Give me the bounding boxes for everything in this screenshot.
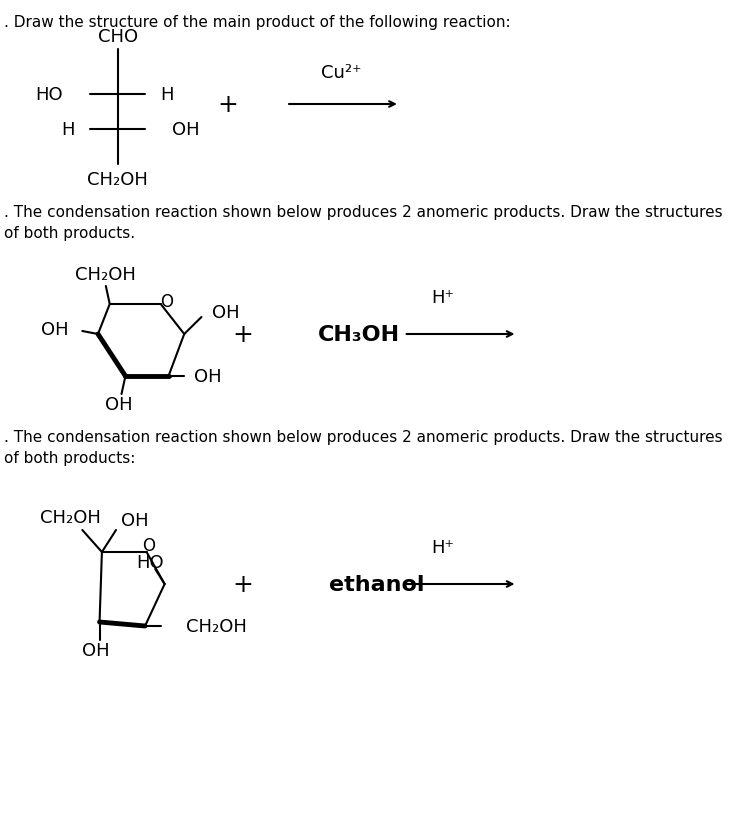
Text: OH: OH <box>211 304 239 322</box>
Text: O: O <box>142 536 155 554</box>
Text: HO: HO <box>137 554 164 572</box>
Text: +: + <box>233 572 254 596</box>
Text: H: H <box>61 121 74 139</box>
Text: OH: OH <box>82 641 109 659</box>
Text: H⁺: H⁺ <box>432 288 454 306</box>
Text: Cu²⁺: Cu²⁺ <box>321 64 362 82</box>
Text: H: H <box>160 86 174 104</box>
Text: OH: OH <box>194 368 222 386</box>
Text: CH₂OH: CH₂OH <box>186 618 246 636</box>
Text: OH: OH <box>106 396 133 414</box>
Text: HO: HO <box>35 86 63 104</box>
Text: OH: OH <box>121 511 149 529</box>
Text: CH₃OH: CH₃OH <box>318 324 399 345</box>
Text: . The condensation reaction shown below produces 2 anomeric products. Draw the s: . The condensation reaction shown below … <box>4 429 722 465</box>
Text: CH₂OH: CH₂OH <box>87 171 148 188</box>
Text: +: + <box>233 323 254 346</box>
Text: CH₂OH: CH₂OH <box>40 509 101 527</box>
Text: +: + <box>217 93 238 117</box>
Text: . Draw the structure of the main product of the following reaction:: . Draw the structure of the main product… <box>4 15 510 30</box>
Text: OH: OH <box>173 121 200 139</box>
Text: ethanol: ethanol <box>330 574 425 595</box>
Text: CHO: CHO <box>98 28 138 46</box>
Text: . The condensation reaction shown below produces 2 anomeric products. Draw the s: . The condensation reaction shown below … <box>4 205 722 241</box>
Text: O: O <box>160 292 173 310</box>
Text: H⁺: H⁺ <box>432 538 454 556</box>
Text: OH: OH <box>41 320 69 338</box>
Text: CH₂OH: CH₂OH <box>75 265 136 283</box>
